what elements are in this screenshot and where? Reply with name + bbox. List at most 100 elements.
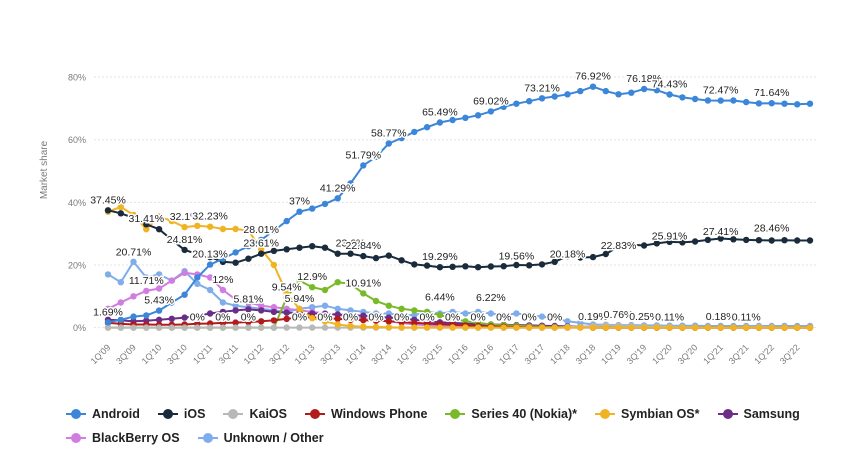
data-label: 23.61% [243, 238, 279, 250]
data-label: 72.47% [703, 85, 739, 97]
data-point [206, 261, 214, 268]
data-point [385, 140, 392, 147]
legend-row: BlackBerry OS Unknown / Other [66, 426, 826, 450]
data-point [334, 321, 341, 328]
data-point [538, 324, 546, 331]
data-point [321, 324, 329, 331]
data-point [245, 255, 252, 262]
data-point [423, 308, 431, 316]
data-label: 41.29% [320, 182, 356, 194]
data-label: 20.71% [116, 247, 152, 259]
line-chart: Market share 0%20%40%60%80% 1Q'09 3Q'09 1Q… [39, 69, 816, 366]
data-point [768, 237, 775, 244]
data-label: 0.19% [578, 311, 608, 323]
data-label: 0% [292, 312, 307, 324]
data-point [143, 312, 150, 319]
data-point [219, 255, 227, 262]
data-point [168, 315, 175, 322]
legend-marker-icon [445, 409, 466, 419]
data-point [462, 263, 469, 270]
data-point [232, 307, 239, 314]
data-label: 19.29% [422, 251, 458, 263]
data-point [219, 308, 227, 316]
data-point [194, 280, 201, 287]
legend-item[interactable]: iOS [157, 407, 206, 421]
x-tick-label: 3Q'10 [165, 342, 189, 366]
x-tick-labels: 1Q'09 3Q'09 1Q'10 3Q'10 1Q'11 3Q'11 1Q'12 3Q'12… [89, 342, 802, 366]
data-point [194, 274, 201, 281]
legend-label: iOS [183, 407, 206, 421]
data-point [411, 307, 418, 314]
data-point [104, 207, 112, 214]
data-label: 0% [343, 312, 358, 324]
data-point [143, 324, 150, 331]
data-label: 58.77% [371, 128, 407, 140]
data-point [219, 324, 227, 331]
data-label: 5.94% [285, 293, 315, 305]
data-point [258, 246, 265, 253]
legend-item[interactable]: Windows Phone [304, 407, 427, 421]
data-point [423, 262, 431, 269]
data-label: 0% [317, 312, 332, 324]
data-point [538, 313, 546, 320]
data-point [551, 258, 558, 265]
legend-item[interactable]: Symbian OS* [595, 407, 700, 421]
data-point [615, 91, 622, 98]
data-point [270, 227, 278, 234]
data-point [487, 324, 495, 331]
data-point [666, 324, 673, 331]
legend-item[interactable]: Android [66, 407, 140, 421]
data-point [474, 308, 482, 316]
legend-item[interactable]: Unknown / Other [197, 431, 324, 445]
chart-legend: Android iOS KaiOS Windows Phone Series 40 (N… [66, 402, 826, 450]
data-point [474, 112, 482, 119]
data-point [551, 315, 558, 322]
data-point [130, 258, 137, 265]
data-point [513, 324, 520, 331]
data-label: 22.84% [345, 240, 381, 252]
data-point [436, 119, 444, 126]
data-point [206, 286, 214, 294]
x-tick-label: 1Q'19 [599, 342, 623, 366]
x-tick-label: 1Q'10 [140, 342, 164, 366]
data-point [564, 91, 571, 98]
data-point [743, 324, 750, 331]
data-point [155, 324, 163, 331]
data-label: 10.91% [345, 277, 381, 289]
data-point [411, 128, 418, 136]
legend-marker-icon [595, 409, 616, 419]
legend-item[interactable]: Samsung [717, 407, 800, 421]
data-point [309, 304, 316, 311]
y-tick-label: 40% [68, 198, 86, 208]
data-point [462, 324, 469, 331]
data-label: 37% [289, 196, 310, 208]
legend-item[interactable]: Series 40 (Nokia)* [445, 407, 577, 421]
data-point [155, 316, 163, 323]
data-point [628, 89, 635, 96]
data-point [704, 324, 712, 331]
legend-marker-icon [304, 409, 325, 419]
x-tick-label: 1Q'09 [89, 342, 113, 366]
data-point [168, 299, 175, 306]
legend-item[interactable]: KaiOS [223, 407, 287, 421]
data-point [143, 274, 150, 281]
data-point [462, 310, 469, 317]
data-point [334, 279, 341, 286]
y-axis-label: Market share [39, 140, 50, 199]
legend-item[interactable]: BlackBerry OS [66, 431, 180, 445]
data-point [155, 271, 163, 278]
data-point [347, 180, 354, 187]
data-label: 5.81% [234, 293, 264, 305]
data-point [194, 222, 201, 229]
data-point [411, 319, 418, 327]
data-label: 76.18% [626, 73, 662, 85]
data-label: 69.02% [473, 95, 509, 107]
data-point [755, 100, 763, 107]
x-tick-label: 3Q'18 [574, 342, 598, 366]
data-point [334, 195, 341, 202]
data-point [347, 316, 354, 323]
data-point [309, 315, 316, 322]
data-point [372, 323, 380, 331]
data-label: 1.69% [93, 306, 123, 318]
